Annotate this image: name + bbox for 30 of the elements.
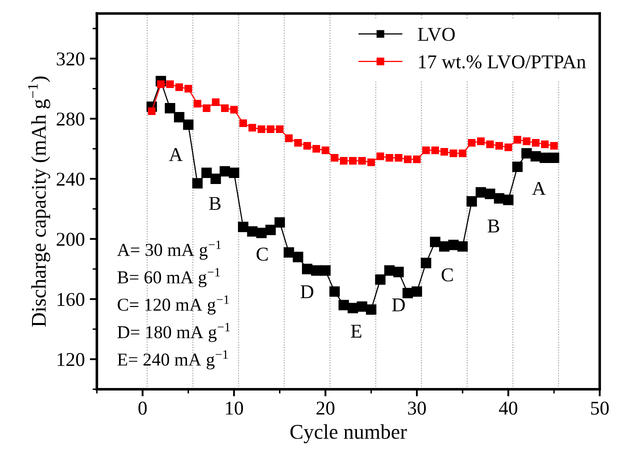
- y-tick-label: 120: [58, 353, 84, 366]
- annotation: D= 180 mA g$^{−1}$: [118, 322, 230, 342]
- x-tick-label: 0: [138, 402, 147, 415]
- y-tick-label: 280: [56, 112, 84, 126]
- annotation: B: [209, 197, 221, 210]
- legend-label: 17 wt.% LVO/PTPAn: [419, 55, 586, 68]
- annotation: B= 60 mA g$^{−1}$: [118, 268, 220, 288]
- annotation: B: [488, 220, 500, 232]
- y-tick-label: 240: [56, 172, 84, 186]
- y-tick-label: 320: [56, 52, 84, 66]
- y-tick-label: 160: [58, 292, 84, 306]
- annotation: A: [168, 148, 183, 161]
- y-tick-label: 200: [56, 232, 84, 246]
- x-tick-label: 30: [408, 402, 426, 415]
- x-axis-title: Cycle number: [290, 424, 407, 444]
- annotation: E: [350, 324, 362, 338]
- annotation: C= 120 mA g$^{−1}$: [118, 295, 229, 315]
- y-axis-title: Discharge capacity (mAh g$^{−1}$): [28, 76, 50, 327]
- x-tick-label: 20: [316, 402, 334, 415]
- annotation: C: [442, 268, 453, 282]
- annotation: C: [256, 248, 268, 261]
- x-tick-label: 40: [498, 402, 518, 415]
- legend-label: LVO: [418, 28, 455, 42]
- x-tick-label: 10: [226, 402, 243, 415]
- annotation: D: [392, 298, 405, 312]
- x-tick-label: 50: [591, 402, 609, 415]
- annotation: A: [532, 182, 546, 195]
- annotation: D: [300, 285, 314, 298]
- annotation: E= 240 mA g$^{−1}$: [118, 350, 228, 370]
- annotation: A= 30 mA g$^{−1}$: [117, 240, 221, 260]
